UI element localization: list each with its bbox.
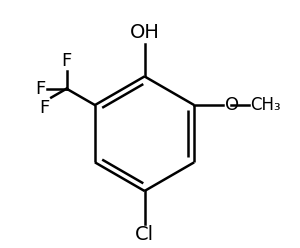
Text: O: O (225, 96, 239, 114)
Text: F: F (40, 99, 50, 117)
Text: OH: OH (130, 23, 160, 42)
Text: CH₃: CH₃ (250, 96, 281, 114)
Text: Cl: Cl (135, 225, 154, 244)
Text: F: F (61, 52, 72, 70)
Text: F: F (35, 80, 46, 98)
